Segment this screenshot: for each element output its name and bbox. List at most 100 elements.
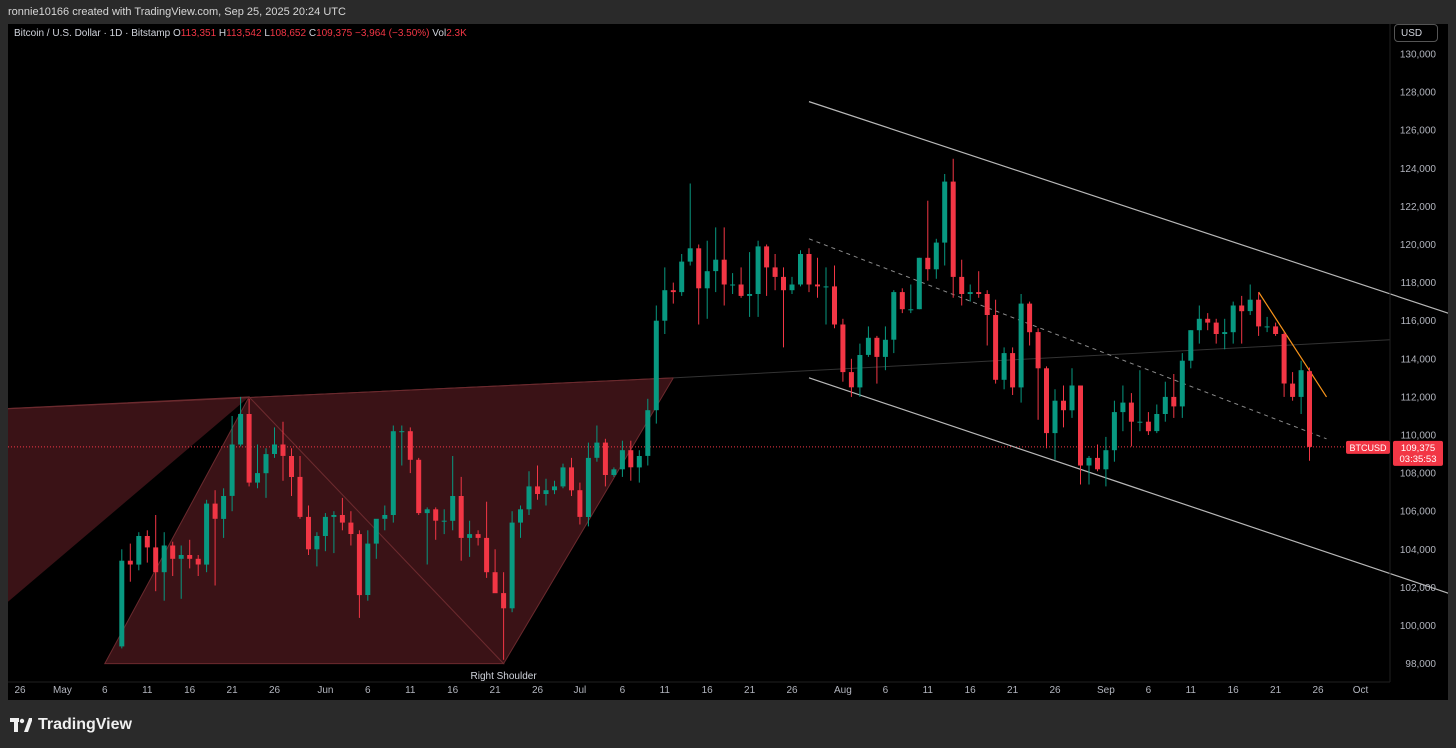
- candle-body: [1290, 383, 1296, 397]
- candle-body: [1010, 353, 1016, 388]
- price-axis-tick-label: 122,000: [1400, 202, 1437, 213]
- candle-body: [187, 555, 193, 559]
- time-axis-tick-label: 21: [1007, 685, 1019, 696]
- candle-body: [1069, 385, 1075, 411]
- time-axis-tick-label: 16: [702, 685, 714, 696]
- chart-credit: ronnie10166 created with TradingView.com…: [8, 6, 346, 18]
- legend-low-label: L: [264, 28, 270, 39]
- candle-body: [815, 284, 820, 287]
- candle-body: [272, 444, 277, 454]
- candle-body: [662, 290, 668, 321]
- pattern-annotation-label: Right Shoulder: [471, 671, 538, 682]
- candle-body: [1095, 457, 1100, 470]
- candle-body: [1273, 326, 1279, 334]
- candle-body: [280, 444, 286, 456]
- price-axis-tick-label: 118,000: [1401, 278, 1437, 289]
- candle-body: [806, 254, 812, 285]
- candle-body: [433, 509, 439, 521]
- time-axis-tick-label: 26: [786, 685, 798, 696]
- candle-body: [569, 467, 574, 491]
- candle-body: [636, 456, 642, 468]
- candle-body: [1196, 318, 1202, 331]
- candle-body: [1179, 360, 1185, 407]
- candle-body: [1103, 450, 1109, 470]
- candle-body: [594, 442, 600, 458]
- legend-open-value: 113,351: [180, 28, 217, 39]
- price-axis-tick-label: 130,000: [1400, 50, 1437, 61]
- candle-body: [127, 560, 133, 565]
- price-tag-price: 109,375: [1401, 443, 1435, 454]
- time-axis-tick-label: 26: [14, 685, 26, 696]
- top-bar: ronnie10166 created with TradingView.com…: [0, 0, 1456, 24]
- candle-body: [306, 516, 311, 550]
- bottom-bar: TradingView: [0, 700, 1456, 748]
- price-axis-tick-label: 100,000: [1400, 621, 1437, 632]
- candle-body: [891, 292, 897, 340]
- candle-body: [1247, 299, 1253, 312]
- time-axis-tick-label: 16: [1228, 685, 1240, 696]
- time-axis-tick-label: 21: [490, 685, 502, 696]
- price-axis-tick-label: 104,000: [1400, 545, 1437, 556]
- price-axis-tick-label: 102,000: [1400, 583, 1437, 594]
- candle-body: [153, 547, 159, 573]
- candle-body: [882, 339, 888, 357]
- time-axis-tick-label: 21: [744, 685, 756, 696]
- candle-body: [798, 254, 803, 285]
- candle-body: [424, 509, 430, 514]
- candle-body: [1027, 303, 1033, 333]
- candle-body: [840, 324, 846, 373]
- candle-body: [1281, 334, 1287, 384]
- legend-close-value: 109,375: [316, 28, 353, 39]
- candle-body: [1035, 332, 1041, 369]
- candle-body: [874, 337, 880, 357]
- candle-body: [721, 259, 727, 285]
- candle-body: [670, 290, 676, 293]
- candle-body: [730, 284, 736, 286]
- candle-body: [1239, 305, 1245, 312]
- time-axis-tick-label: 26: [1049, 685, 1061, 696]
- candle-body: [764, 246, 770, 268]
- candle-body: [161, 545, 167, 573]
- candle-body: [747, 294, 753, 296]
- candle-body: [1205, 318, 1211, 323]
- candle-body: [772, 267, 778, 277]
- channel-mid-line: [808, 238, 1327, 440]
- candle-body: [348, 522, 354, 534]
- candle-body: [1213, 322, 1219, 334]
- chart-area[interactable]: Right Shoulder 26 May 6 11 16 21 26 Jun 6 11 16 21 26…: [8, 24, 1448, 700]
- currency-unit-button[interactable]: USD: [1394, 24, 1438, 42]
- candle-body: [908, 309, 914, 311]
- candle-body: [390, 431, 396, 515]
- tradingview-logo[interactable]: TradingView: [10, 716, 132, 734]
- neckline-extension: [673, 339, 1391, 379]
- candle-body: [339, 515, 345, 523]
- candle-body: [144, 536, 150, 548]
- time-axis-tick-label: 11: [405, 685, 416, 696]
- candle-body: [526, 486, 532, 510]
- price-tag: BTCUSD 109,375 03:35:53: [1346, 440, 1443, 466]
- candle-body: [984, 294, 990, 315]
- candle-body: [1001, 353, 1007, 380]
- neckline-pattern: [8, 377, 674, 410]
- candle-body: [933, 242, 939, 270]
- candle-body: [679, 261, 685, 293]
- candle-body: [993, 315, 999, 380]
- time-axis-tick-label: 21: [1270, 685, 1282, 696]
- legend-volume-label: Vol: [432, 28, 447, 39]
- candle-body: [1307, 371, 1312, 447]
- price-axis-tick-label: 128,000: [1400, 88, 1437, 99]
- candle-body: [255, 473, 260, 483]
- price-chart[interactable]: Right Shoulder 26 May 6 11 16 21 26 Jun 6 11 16 21 26…: [8, 24, 1448, 700]
- candle-body: [611, 469, 617, 475]
- time-axis-tick-label: 26: [532, 685, 544, 696]
- candle-body: [467, 534, 473, 538]
- candle-body: [704, 271, 710, 289]
- candle-body: [212, 503, 218, 519]
- candle-body: [1111, 412, 1117, 451]
- candle-body: [1120, 402, 1126, 413]
- time-axis-tick-label: 6: [365, 685, 371, 696]
- candle-body: [1145, 421, 1151, 432]
- legend-symbol: Bitcoin / U.S. Dollar · 1D · Bitstamp: [14, 28, 171, 39]
- price-axis-tick-label: 124,000: [1400, 164, 1437, 175]
- time-axis-tick-label: 6: [620, 685, 626, 696]
